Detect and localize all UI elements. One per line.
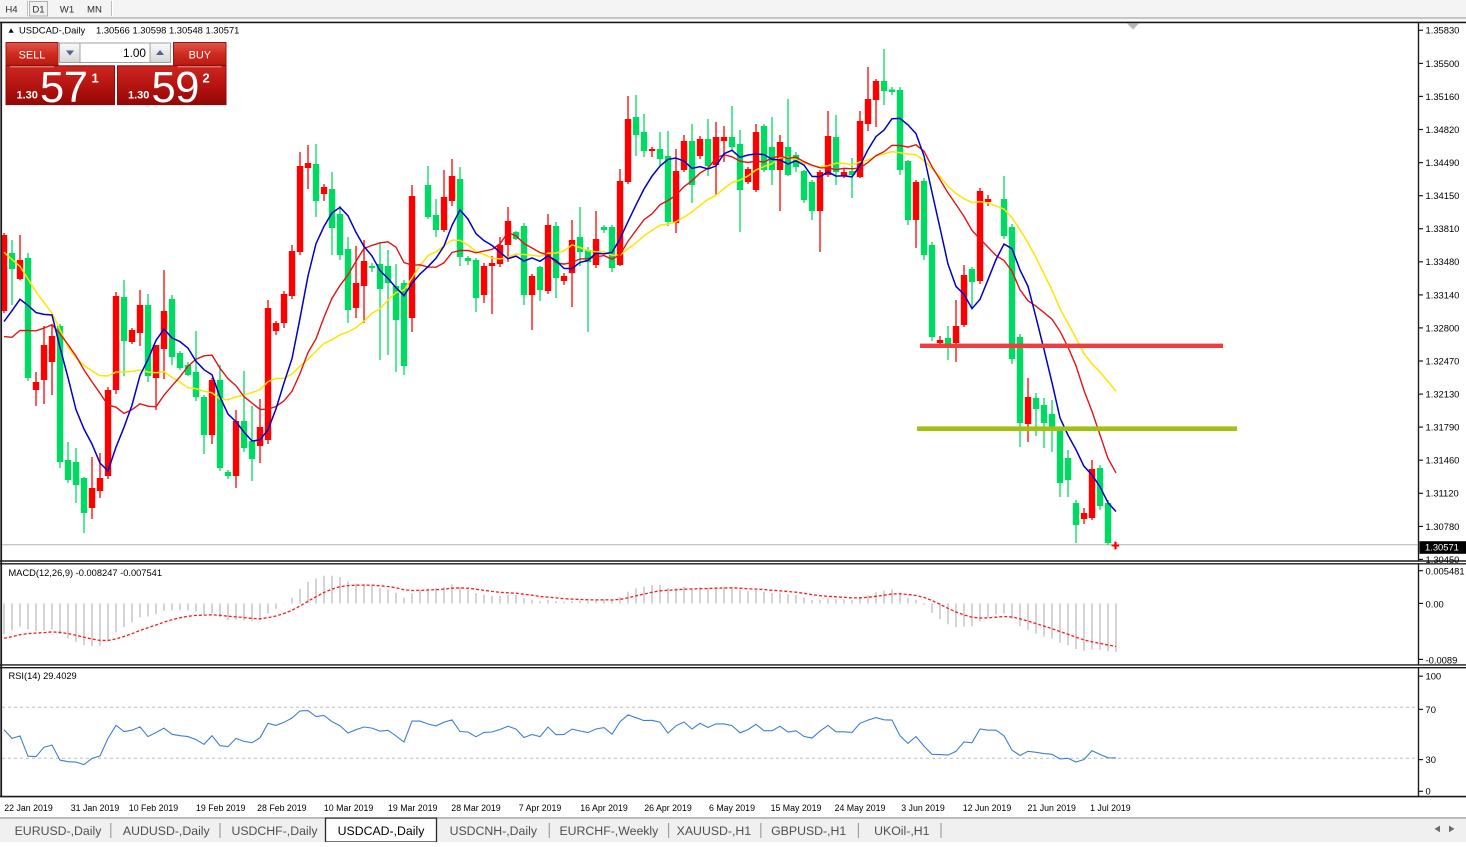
svg-text:UKOil-,H1: UKOil-,H1 <box>874 824 930 838</box>
svg-text:21 Jun 2019: 21 Jun 2019 <box>1027 803 1076 813</box>
svg-text:0: 0 <box>1426 786 1431 797</box>
svg-text:1.30: 1.30 <box>128 90 149 102</box>
svg-text:1.34150: 1.34150 <box>1426 190 1460 201</box>
svg-text:59: 59 <box>152 64 199 112</box>
svg-text:26 Apr 2019: 26 Apr 2019 <box>644 803 692 813</box>
svg-text:2: 2 <box>203 71 210 86</box>
svg-text:USDCHF-,Daily: USDCHF-,Daily <box>231 824 318 838</box>
svg-text:10 Mar 2019: 10 Mar 2019 <box>324 803 373 813</box>
svg-text:1 Jul 2019: 1 Jul 2019 <box>1090 803 1131 813</box>
svg-text:EURCHF-,Weekly: EURCHF-,Weekly <box>559 824 659 838</box>
svg-text:1.30571: 1.30571 <box>1425 542 1459 553</box>
svg-text:28 Feb 2019: 28 Feb 2019 <box>257 803 307 813</box>
svg-text:0.00: 0.00 <box>1426 598 1444 609</box>
svg-text:1.31120: 1.31120 <box>1426 488 1459 499</box>
svg-text:1.33140: 1.33140 <box>1426 289 1460 300</box>
svg-text:0.005481: 0.005481 <box>1426 566 1465 577</box>
svg-text:MACD(12,26,9) -0.008247 -0.007: MACD(12,26,9) -0.008247 -0.007541 <box>9 568 163 578</box>
svg-text:RSI(14) 29.4029: RSI(14) 29.4029 <box>9 671 77 681</box>
svg-text:1.31460: 1.31460 <box>1426 455 1460 466</box>
svg-text:1.30450: 1.30450 <box>1426 554 1460 565</box>
svg-text:SELL: SELL <box>19 50 46 62</box>
svg-text:19 Mar 2019: 19 Mar 2019 <box>388 803 437 813</box>
svg-text:1.34820: 1.34820 <box>1426 124 1460 135</box>
svg-text:1.35500: 1.35500 <box>1426 58 1460 69</box>
svg-text:1.32470: 1.32470 <box>1426 355 1460 366</box>
svg-text:AUDUSD-,Daily: AUDUSD-,Daily <box>123 824 211 838</box>
svg-text:1.30: 1.30 <box>17 90 38 102</box>
svg-text:19 Feb 2019: 19 Feb 2019 <box>196 803 246 813</box>
svg-text:1.00: 1.00 <box>123 46 146 60</box>
svg-text:USDCAD-,Daily: USDCAD-,Daily <box>338 824 426 838</box>
svg-text:16 Apr 2019: 16 Apr 2019 <box>580 803 628 813</box>
svg-text:70: 70 <box>1426 704 1436 715</box>
svg-text:1.33480: 1.33480 <box>1426 256 1460 267</box>
svg-text:USDCAD-,Daily: USDCAD-,Daily <box>19 25 85 36</box>
svg-text:MN: MN <box>87 5 102 16</box>
svg-text:1.32130: 1.32130 <box>1426 389 1460 400</box>
svg-text:7 Apr 2019: 7 Apr 2019 <box>519 803 562 813</box>
svg-text:6 May 2019: 6 May 2019 <box>709 803 755 813</box>
svg-text:D1: D1 <box>32 5 44 16</box>
svg-text:31 Jan 2019: 31 Jan 2019 <box>71 803 120 813</box>
svg-text:1: 1 <box>92 71 99 86</box>
svg-text:28 Mar 2019: 28 Mar 2019 <box>451 803 500 813</box>
svg-text:15 May 2019: 15 May 2019 <box>771 803 822 813</box>
svg-text:57: 57 <box>40 64 87 112</box>
svg-text:24 May 2019: 24 May 2019 <box>835 803 886 813</box>
svg-text:1.33810: 1.33810 <box>1426 223 1460 234</box>
svg-text:1.35830: 1.35830 <box>1426 25 1460 36</box>
svg-text:3 Jun 2019: 3 Jun 2019 <box>901 803 945 813</box>
svg-text:W1: W1 <box>60 5 74 16</box>
svg-text:10 Feb 2019: 10 Feb 2019 <box>129 803 179 813</box>
svg-text:100: 100 <box>1426 671 1442 682</box>
svg-text:1.35160: 1.35160 <box>1426 91 1460 102</box>
svg-text:-0.0089: -0.0089 <box>1426 654 1458 665</box>
svg-text:1.34490: 1.34490 <box>1426 157 1460 168</box>
svg-text:EURUSD-,Daily: EURUSD-,Daily <box>15 824 103 838</box>
svg-text:H4: H4 <box>5 5 18 16</box>
svg-text:1.30566 1.30598 1.30548 1.3057: 1.30566 1.30598 1.30548 1.30571 <box>96 25 239 36</box>
svg-text:1.31790: 1.31790 <box>1426 422 1460 433</box>
svg-text:12 Jun 2019: 12 Jun 2019 <box>963 803 1012 813</box>
svg-text:USDCNH-,Daily: USDCNH-,Daily <box>450 824 538 838</box>
svg-text:GBPUSD-,H1: GBPUSD-,H1 <box>771 824 846 838</box>
svg-text:1.32800: 1.32800 <box>1426 322 1460 333</box>
svg-text:30: 30 <box>1426 754 1436 765</box>
svg-text:BUY: BUY <box>189 50 212 62</box>
svg-text:1.30780: 1.30780 <box>1426 521 1460 532</box>
svg-text:XAUUSD-,H1: XAUUSD-,H1 <box>677 824 752 838</box>
svg-text:22 Jan 2019: 22 Jan 2019 <box>4 803 53 813</box>
